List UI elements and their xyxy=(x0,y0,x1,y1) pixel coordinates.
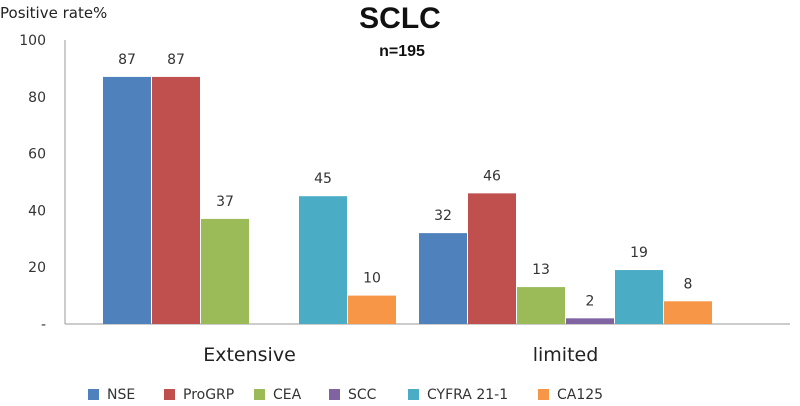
data-label: 8 xyxy=(684,276,693,292)
legend-swatch xyxy=(254,389,265,400)
bar-nse-limited xyxy=(419,233,467,324)
data-label: 32 xyxy=(434,208,452,224)
data-label: 37 xyxy=(216,194,234,210)
bar-cea-limited xyxy=(517,287,565,324)
legend: NSE ProGRP CEA SCC CYFRA 21-1 CA125 xyxy=(88,387,603,403)
legend-swatch xyxy=(88,389,99,400)
bar-progrp-limited xyxy=(468,193,516,324)
bar-ca125-extensive xyxy=(348,295,396,324)
bar-cyfra-21-1-extensive xyxy=(299,196,347,324)
legend-swatch xyxy=(329,389,340,400)
bar-scc-limited xyxy=(566,318,614,324)
legend-label: CEA xyxy=(273,387,302,403)
category-label-limited: limited xyxy=(533,344,599,366)
y-axis-ticks: - 20 40 60 80 100 xyxy=(19,33,46,333)
data-label: 87 xyxy=(167,52,185,68)
data-label: 87 xyxy=(118,52,136,68)
data-label: 2 xyxy=(586,293,595,309)
y-tick-label: - xyxy=(41,317,46,333)
y-tick-label: 60 xyxy=(28,147,46,163)
legend-label: CYFRA 21-1 xyxy=(427,387,508,403)
y-tick-label: 100 xyxy=(19,33,46,49)
bar-cyfra-21-1-limited xyxy=(615,270,663,324)
chart-subtitle: n=195 xyxy=(379,43,425,60)
category-label-extensive: Extensive xyxy=(203,344,296,366)
legend-swatch xyxy=(538,389,549,400)
legend-label: NSE xyxy=(107,387,135,403)
legend-swatch xyxy=(408,389,419,400)
bar-ca125-limited xyxy=(664,301,712,324)
category-labels: Extensive limited xyxy=(203,344,598,366)
chart-title: SCLC xyxy=(359,2,441,35)
data-label: 10 xyxy=(363,271,381,287)
y-tick-label: 80 xyxy=(28,90,46,106)
bar-cea-extensive xyxy=(201,218,249,324)
data-labels: 87 87 37 45 10 32 46 13 2 19 8 xyxy=(118,52,692,309)
data-label: 13 xyxy=(532,262,550,278)
legend-label: ProGRP xyxy=(183,387,234,403)
y-tick-label: 20 xyxy=(28,260,46,276)
bars xyxy=(103,76,712,324)
data-label: 19 xyxy=(630,245,648,261)
y-tick-label: 40 xyxy=(28,203,46,219)
legend-label: SCC xyxy=(348,387,377,403)
legend-swatch xyxy=(164,389,175,400)
bar-nse-extensive xyxy=(103,76,151,324)
data-label: 45 xyxy=(314,171,332,187)
legend-label: CA125 xyxy=(557,387,603,403)
data-label: 46 xyxy=(483,168,501,184)
bar-progrp-extensive xyxy=(152,76,200,324)
y-axis-label: Positive rate% xyxy=(0,4,107,22)
